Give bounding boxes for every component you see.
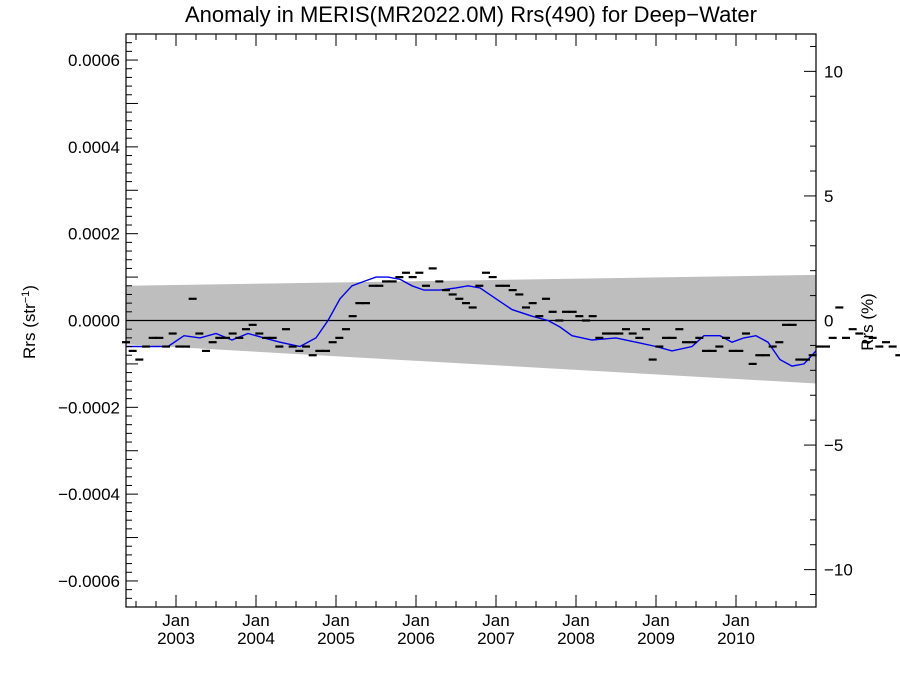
y-left-tick-label: 0.0006 [68, 51, 120, 70]
y-right-tick-label: 0 [824, 312, 833, 331]
x-tick-label-year: 2003 [157, 629, 195, 648]
x-tick-label-year: 2010 [717, 629, 755, 648]
y-right-tick-label: −10 [824, 561, 853, 580]
plot-area [126, 274, 817, 384]
x-tick-label-month: Jan [722, 611, 749, 630]
y-axis-right-label: Rrs (%) [858, 293, 877, 351]
chart-title: Anomaly in MERIS(MR2022.0M) Rrs(490) for… [185, 2, 757, 27]
y-left-tick-label: −0.0004 [58, 485, 120, 504]
x-tick-label-month: Jan [162, 611, 189, 630]
x-tick-label-month: Jan [402, 611, 429, 630]
monthly-anomaly-markers [122, 267, 900, 366]
x-tick-label-year: 2005 [317, 629, 355, 648]
y-axis-left-label: Rrs (str−1) [20, 285, 39, 359]
y-right-tick-label: 10 [824, 62, 843, 81]
x-tick-label-year: 2009 [637, 629, 675, 648]
y-left-tick-label: 0.0002 [68, 225, 120, 244]
x-tick-label-month: Jan [482, 611, 509, 630]
y-left-tick-label: −0.0002 [58, 398, 120, 417]
y-left-tick-label: 0.0004 [68, 138, 120, 157]
y-right-tick-label: 5 [824, 187, 833, 206]
x-tick-label-month: Jan [562, 611, 589, 630]
axes: 0.0006 0.0004 0.0002 0.0000 −0.0002 −0.0004 −0… [58, 33, 853, 648]
x-tick-label-year: 2007 [477, 629, 515, 648]
y-left-tick-label: 0.0000 [68, 312, 120, 331]
y-axis-left-label-close: ) [20, 285, 39, 291]
uncertainty-band [126, 274, 816, 384]
y-axis-left-label-superscript: −1 [20, 291, 32, 304]
x-tick-label-year: 2008 [557, 629, 595, 648]
x-tick-label-month: Jan [642, 611, 669, 630]
x-tick-label-month: Jan [322, 611, 349, 630]
x-tick-label-year: 2004 [237, 629, 275, 648]
y-right-tick-label: −5 [824, 436, 843, 455]
x-tick-label-year: 2006 [397, 629, 435, 648]
x-tick-label-month: Jan [242, 611, 269, 630]
y-axis-left-label-base: Rrs (str [20, 303, 39, 359]
y-left-tick-label: −0.0006 [58, 572, 120, 591]
